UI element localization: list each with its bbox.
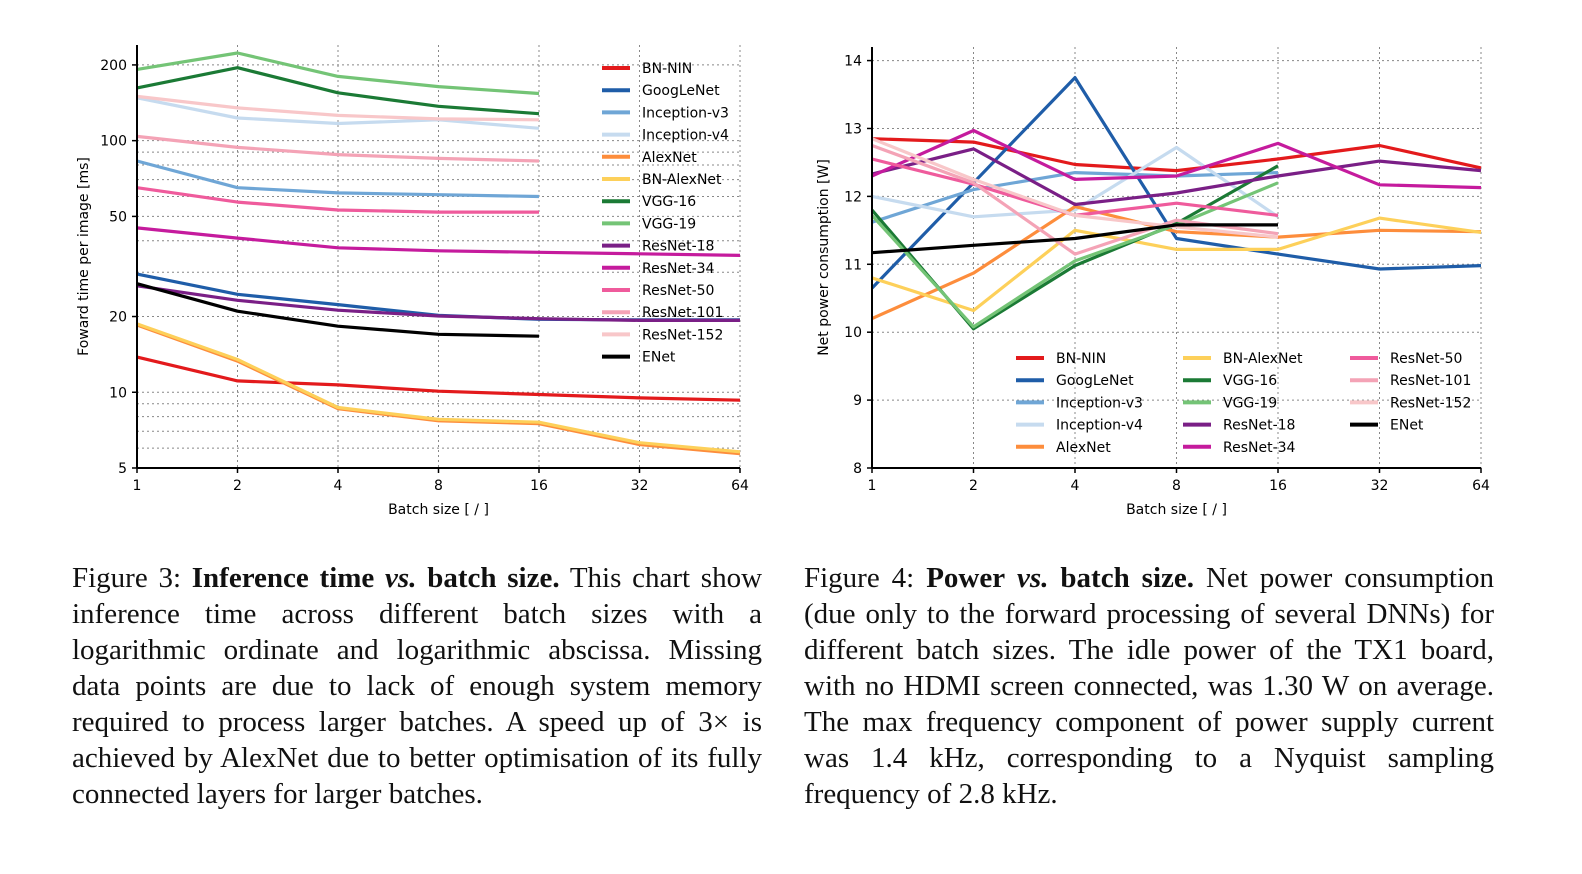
x-tick-label: 64 xyxy=(731,478,749,494)
caption-title-b: batch size. xyxy=(1060,562,1194,594)
legend-label-inception-v3: Inception-v3 xyxy=(1056,395,1143,411)
caption-prefix: Figure 4: xyxy=(804,562,915,594)
series-line-resnet-18 xyxy=(136,284,740,322)
legend-label-googlenet: GoogLeNet xyxy=(642,83,720,99)
legend-label-enet: ENet xyxy=(1390,418,1424,434)
legend-label-resnet-101: ResNet-101 xyxy=(642,305,723,321)
caption-body: This chart show inference time across di… xyxy=(72,562,763,810)
series-line-enet xyxy=(136,282,540,338)
legend-label-inception-v4: Inception-v4 xyxy=(1056,418,1143,434)
legend-label-alexnet: AlexNet xyxy=(1056,440,1111,456)
caption-prefix: Figure 3: xyxy=(72,562,182,594)
legend-label-resnet-18: ResNet-18 xyxy=(1223,418,1295,434)
legend-label-resnet-50: ResNet-50 xyxy=(642,283,714,299)
y-tick-label: 9 xyxy=(853,393,862,409)
y-tick-label: 5 xyxy=(118,461,127,477)
legend-label-vgg-16: VGG-16 xyxy=(1223,373,1277,389)
caption-title-vs: vs. xyxy=(1017,562,1049,594)
series-line-resnet-34 xyxy=(136,226,741,257)
y-tick-label: 50 xyxy=(109,209,127,225)
series-line-resnet-34 xyxy=(871,128,1482,190)
y-axis-label: Foward time per image [ms] xyxy=(76,157,92,356)
legend-label-bn-nin: BN-NIN xyxy=(642,61,692,77)
series-line-resnet-101 xyxy=(136,134,540,163)
y-tick-label: 100 xyxy=(100,134,127,150)
legend-label-resnet-18: ResNet-18 xyxy=(642,239,714,255)
series-line-bn-nin xyxy=(871,137,1482,173)
x-tick-label: 16 xyxy=(530,478,548,494)
legend-label-resnet-101: ResNet-101 xyxy=(1390,373,1471,389)
caption-title-a: Power xyxy=(926,562,1006,594)
x-tick-label: 4 xyxy=(1071,478,1080,494)
series-line-inception-v3 xyxy=(871,171,1279,224)
legend-label-bn-nin: BN-NIN xyxy=(1056,351,1106,367)
figure-3-caption: Figure 3: Inference time vs. batch size.… xyxy=(72,560,762,812)
legend-label-resnet-152: ResNet-152 xyxy=(642,327,723,343)
x-tick-label: 8 xyxy=(434,478,443,494)
legend-label-alexnet: AlexNet xyxy=(642,150,697,166)
series-line-alexnet xyxy=(136,323,741,456)
series-line-bn-alexnet xyxy=(136,322,741,454)
legend-label-resnet-50: ResNet-50 xyxy=(1390,351,1462,367)
figure-3-panel: 1 2 4 8 16 32 64 5 10 20 50 100 200 Batch size [ / ] F… xyxy=(72,45,762,812)
series-line-resnet-152 xyxy=(136,94,540,122)
legend-label-googlenet: GoogLeNet xyxy=(1056,373,1134,389)
y-tick-label: 14 xyxy=(844,54,862,70)
legend-label-enet: ENet xyxy=(642,350,676,366)
y-tick-label: 10 xyxy=(844,325,862,341)
legend-label-bn-alexnet: BN-AlexNet xyxy=(642,172,722,188)
series-line-inception-v3 xyxy=(136,159,540,199)
x-tick-label: 4 xyxy=(334,478,343,494)
legend-label-bn-alexnet: BN-AlexNet xyxy=(1223,351,1303,367)
figure-4-panel: 1 2 4 8 16 32 64 8 9 10 11 12 13 14 Batch size [ / ] Ne… xyxy=(791,0,1582,874)
x-axis-label: Batch size [ / ] xyxy=(1126,502,1227,518)
legend-label-resnet-34: ResNet-34 xyxy=(642,261,715,277)
x-tick-label: 8 xyxy=(1172,478,1181,494)
inference-time-chart: 1 2 4 8 16 32 64 5 10 20 50 100 200 Batch size [ / ] F… xyxy=(76,45,749,518)
series-line-inception-v4 xyxy=(871,145,1279,219)
caption-title-vs: vs. xyxy=(385,562,417,594)
x-tick-label: 32 xyxy=(1371,478,1389,494)
y-tick-label: 12 xyxy=(844,189,862,205)
series-line-resnet-50 xyxy=(136,186,539,214)
x-tick-label: 32 xyxy=(631,478,649,494)
legend-label-resnet-152: ResNet-152 xyxy=(1390,395,1471,411)
series-line-bn-alexnet xyxy=(871,216,1482,313)
y-tick-label: 20 xyxy=(109,310,127,326)
legend-label-inception-v3: Inception-v3 xyxy=(642,105,729,121)
legend-label-vgg-19: VGG-19 xyxy=(642,216,696,232)
series-line-resnet-152 xyxy=(871,137,1279,239)
legend-label-vgg-16: VGG-16 xyxy=(642,194,696,210)
series-line-vgg-16 xyxy=(136,66,540,116)
y-tick-label: 10 xyxy=(109,385,127,401)
legend-label-vgg-19: VGG-19 xyxy=(1223,395,1277,411)
caption-body: Net power consumption (due only to the f… xyxy=(804,562,1495,810)
series-line-vgg-19 xyxy=(870,181,1279,329)
series-line-inception-v4 xyxy=(136,96,540,130)
x-axis-label: Batch size [ / ] xyxy=(388,502,489,518)
x-tick-label: 2 xyxy=(233,478,242,494)
series-line-vgg-19 xyxy=(136,51,540,96)
series-line-alexnet xyxy=(871,205,1482,321)
y-axis-label: Net power consumption [W] xyxy=(816,159,832,356)
x-tick-label: 2 xyxy=(969,478,978,494)
figure-4-caption: Figure 4: Power vs. batch size. Net powe… xyxy=(804,560,1494,812)
caption-title-a: Inference time xyxy=(191,562,375,594)
x-tick-label: 1 xyxy=(133,478,142,494)
x-tick-label: 64 xyxy=(1472,478,1490,494)
y-tick-label: 11 xyxy=(844,257,862,273)
y-tick-label: 13 xyxy=(844,121,862,137)
caption-title-b: batch size. xyxy=(427,562,560,594)
y-tick-label: 8 xyxy=(853,461,862,477)
x-tick-label: 1 xyxy=(868,478,877,494)
x-tick-label: 16 xyxy=(1269,478,1287,494)
series-line-resnet-18 xyxy=(871,147,1482,207)
series-line-bn-nin xyxy=(136,355,741,402)
series-line-enet xyxy=(871,223,1278,255)
y-tick-label: 200 xyxy=(100,58,127,74)
legend-label-resnet-34: ResNet-34 xyxy=(1223,440,1296,456)
legend-label-inception-v4: Inception-v4 xyxy=(642,128,729,144)
